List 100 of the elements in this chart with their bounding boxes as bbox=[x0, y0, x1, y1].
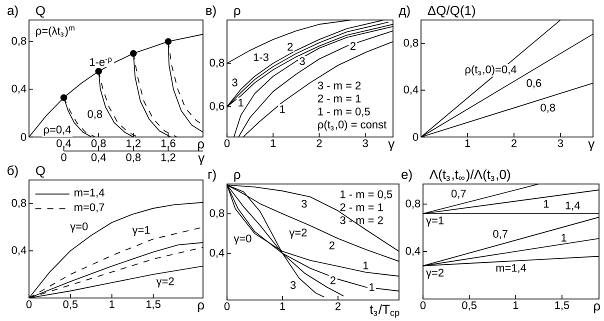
annotation: 1 bbox=[364, 262, 368, 270]
y-tick-label: 0,4 bbox=[12, 246, 26, 256]
x-tick-label: 1,5 bbox=[146, 300, 160, 310]
x-tick-label: 1 bbox=[280, 302, 286, 310]
x-axis-title: ρ bbox=[198, 302, 204, 312]
x-tick-label: 1 bbox=[270, 139, 276, 147]
x2-tick-label: 0,8 bbox=[126, 153, 141, 162]
annotation: γ=1 bbox=[132, 226, 150, 236]
annotation: 1 - m = 0,5 bbox=[340, 190, 392, 200]
y-tick-label: 0,8 bbox=[12, 36, 26, 46]
x-tick-label: 0,4 bbox=[56, 139, 72, 148]
x-tick-label: 0 bbox=[420, 301, 426, 310]
annotation: 3 - m = 2 bbox=[340, 216, 383, 224]
annotation: ρ=0,4 bbox=[44, 126, 71, 136]
annotation: 0,6 bbox=[526, 79, 542, 88]
x-tick-label: 0,5 bbox=[462, 301, 476, 310]
x-tick-label: 2 bbox=[511, 139, 517, 148]
x-axis-title: ρ bbox=[594, 303, 600, 314]
y-axis-title: ρ bbox=[234, 8, 240, 18]
x2-axis-title: γ bbox=[198, 155, 205, 165]
annotation: 1-3 bbox=[254, 53, 268, 62]
x-tick-label: 1,6 bbox=[161, 139, 176, 148]
y-tick-label: 0 bbox=[20, 133, 26, 141]
y-tick-label: 0,4 bbox=[12, 84, 26, 94]
annotation: 0,7 bbox=[451, 190, 466, 199]
annotation: m=1,4 bbox=[496, 264, 526, 274]
annotation: 1 bbox=[280, 105, 285, 113]
annotation: 3 bbox=[302, 200, 307, 208]
annotation: 3 bbox=[232, 78, 238, 86]
annotation: γ=0 bbox=[234, 234, 252, 245]
y-tick-label: 0,8 bbox=[406, 200, 420, 209]
annotation: γ=2 bbox=[156, 277, 174, 288]
annotation: 0,7 bbox=[493, 230, 508, 240]
x-axis-title: ρ bbox=[198, 141, 204, 152]
x-axis-title: γ bbox=[388, 141, 395, 151]
y-axis-title: Λ(t$_{з}$,t$_{∞}$)/Λ(t$_{з}$,0) bbox=[429, 169, 510, 182]
x2-tick-label: 0 bbox=[61, 153, 66, 162]
chart-title: б) bbox=[8, 165, 18, 178]
annotation: 2 bbox=[330, 276, 336, 284]
x-tick-label: 1,5 bbox=[555, 301, 570, 310]
annotation: 1 bbox=[238, 98, 244, 106]
annotation: γ=2 bbox=[426, 268, 444, 279]
x-tick-label: 3 bbox=[558, 139, 564, 148]
y-axis-title: ρ bbox=[234, 172, 240, 182]
annotation: 2 - m = 1 bbox=[340, 203, 383, 212]
annotation: 2 - m = 1 bbox=[318, 94, 361, 102]
x-tick-label: 0 bbox=[26, 300, 32, 308]
annotation: ρ(t$_{з}$,0) = const bbox=[318, 120, 387, 131]
annotation: 1 bbox=[562, 234, 566, 242]
x2-tick-label: 1,2 bbox=[161, 153, 176, 162]
annotation: γ=1 bbox=[426, 216, 444, 226]
x2-tick-label: 0,4 bbox=[91, 153, 106, 162]
y-tick-label: 0,4 bbox=[404, 86, 418, 95]
y-tick-label: 0,6 bbox=[210, 102, 224, 112]
annotation: 1 bbox=[544, 200, 549, 208]
x-tick-label: 3 bbox=[362, 139, 368, 148]
y-tick-label: 0,8 bbox=[404, 38, 418, 48]
x-tick-label: 2 bbox=[335, 302, 340, 310]
annotation: 2 bbox=[350, 42, 356, 50]
x-tick-label: 0,5 bbox=[63, 300, 78, 310]
annotation: ρ=(λt$_{з}$)$^{m}$ bbox=[36, 26, 74, 37]
x-tick-label: 1 bbox=[513, 301, 518, 309]
x-tick-label: 2 bbox=[316, 139, 322, 148]
annotation: 0,8 bbox=[540, 104, 556, 113]
chart-title: г) bbox=[208, 170, 216, 182]
legend-label: m=0,7 bbox=[74, 203, 104, 212]
y-tick-label: 0,4 bbox=[210, 248, 224, 258]
y-tick-label: 0,8 bbox=[12, 199, 26, 208]
annotation: 1 bbox=[370, 283, 374, 291]
annotation: 1 - m = 0,5 bbox=[318, 108, 370, 117]
x-tick-label: 1 bbox=[465, 139, 470, 147]
annotation: ρ(t$_{з}$,0)=0,4 bbox=[465, 65, 516, 76]
y-tick-label: 0 bbox=[412, 133, 418, 141]
y-axis-title: Q bbox=[36, 6, 45, 18]
x-axis-title: t$_{з}$/T$_{ср}$ bbox=[370, 304, 400, 318]
chart-title: е) bbox=[402, 169, 412, 182]
x-tick-label: 0 bbox=[224, 139, 230, 148]
y-tick-label: 0,8 bbox=[210, 209, 224, 218]
annotation: γ=2 bbox=[289, 228, 307, 239]
chart-title: а) bbox=[8, 6, 18, 18]
annotation: 1-e$^{-ρ}$ bbox=[90, 58, 112, 66]
annotation: 3 - m = 2 bbox=[318, 82, 361, 90]
annotation: 0,8 bbox=[88, 110, 102, 120]
y-tick-label: 0,8 bbox=[210, 58, 224, 68]
y-axis-title: ΔQ/Q(1) bbox=[428, 5, 476, 18]
annotation: 2 bbox=[329, 242, 334, 250]
x-tick-label: 0,8 bbox=[91, 139, 106, 148]
x-axis-title: γ bbox=[588, 141, 595, 151]
annotation: 1,4 bbox=[566, 202, 580, 211]
chart-title: д) bbox=[398, 5, 410, 18]
annotation: 3 bbox=[300, 57, 305, 66]
annotation: 3 bbox=[290, 281, 296, 289]
x-tick-label: 1 bbox=[110, 300, 114, 308]
y-tick-label: 0,4 bbox=[406, 247, 420, 256]
x-tick-label: 1,2 bbox=[126, 139, 141, 148]
chart-title: в) bbox=[206, 5, 216, 18]
annotation: γ=0 bbox=[70, 222, 88, 232]
annotation: 2 bbox=[288, 42, 293, 51]
legend-label: m=1,4 bbox=[74, 188, 104, 198]
x-tick-label: 0 bbox=[224, 302, 230, 310]
